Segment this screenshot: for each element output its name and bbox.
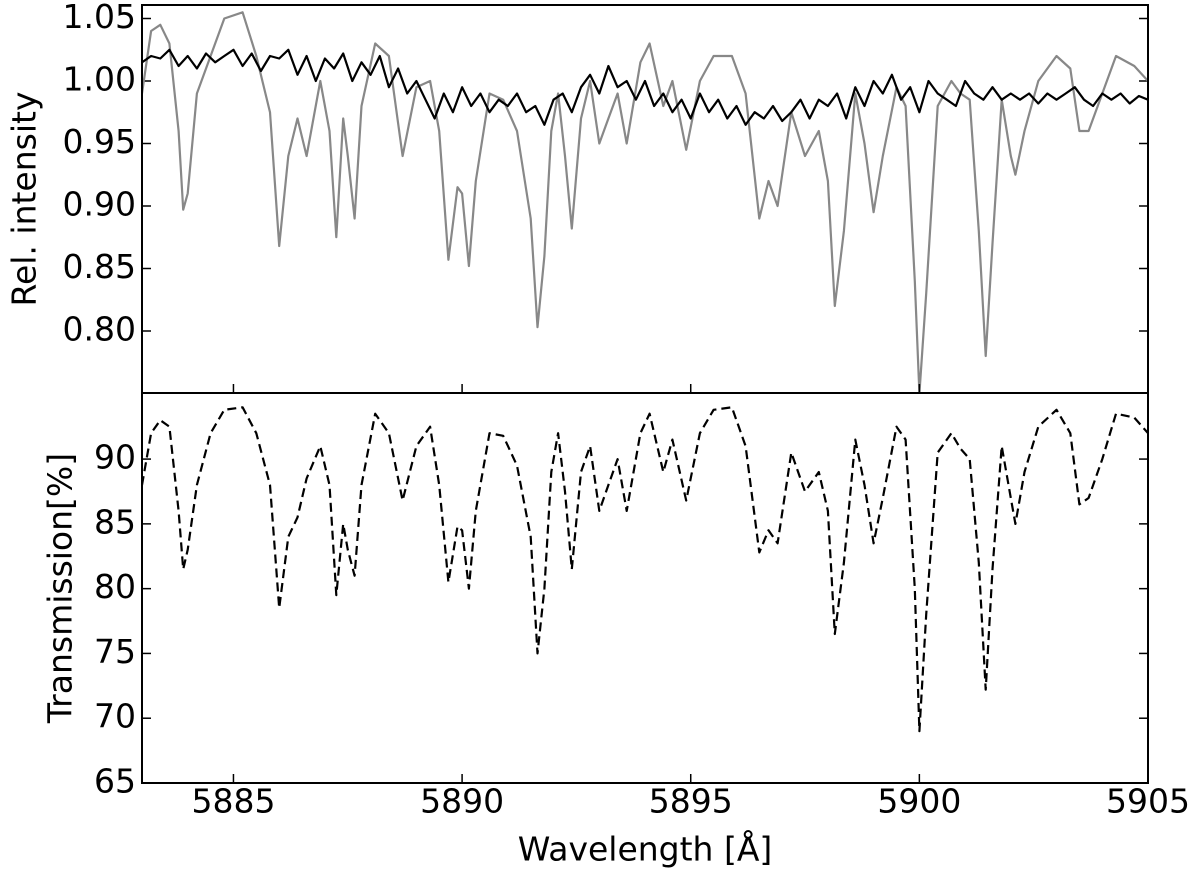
x-tick-label: 5895 [649, 782, 733, 821]
x-tick-label: 5900 [877, 782, 961, 821]
x-axis-label: Wavelength [Å] [518, 829, 773, 869]
y-tick-label: 0.80 [63, 310, 136, 349]
series-line [142, 11, 1148, 393]
y-tick-label: 75 [94, 632, 136, 671]
x-tick-label: 5890 [420, 782, 504, 821]
y-tick-label: 0.95 [63, 122, 136, 161]
y-tick-label: 1.05 [63, 0, 136, 36]
x-tick-label: 5905 [1106, 782, 1190, 821]
y-tick-label: 0.90 [63, 185, 136, 224]
y-tick-label: 1.00 [63, 60, 136, 99]
y-tick-label: 90 [94, 438, 136, 477]
y-tick-label: 65 [94, 762, 136, 801]
y-axis-label: Transmission[%] [41, 453, 80, 724]
x-tick-label: 5885 [191, 782, 275, 821]
y-tick-label: 80 [94, 567, 136, 606]
y-tick-label: 70 [94, 697, 136, 736]
y-axis-label: Rel. intensity [5, 92, 44, 307]
y-tick-label: 85 [94, 502, 136, 541]
y-tick-label: 0.85 [63, 247, 136, 286]
series-line [142, 406, 1148, 733]
plot-frame [141, 392, 1149, 784]
series-line [142, 48, 1148, 126]
